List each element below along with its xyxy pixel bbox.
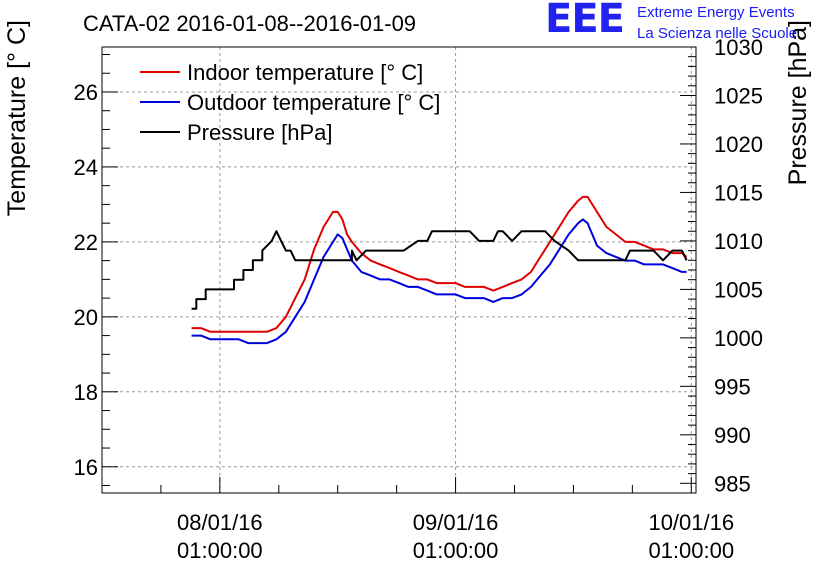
- x-tick-label-time: 01:00:00: [413, 538, 499, 563]
- y-tick-label: 24: [74, 155, 98, 180]
- logo-line-2: La Scienza nelle Scuole: [637, 25, 798, 42]
- y-tick-label: 20: [74, 305, 98, 330]
- x-tick-label-time: 01:00:00: [177, 538, 263, 563]
- x-tick-label-date: 10/01/16: [648, 510, 734, 535]
- y2-tick-label: 1010: [714, 229, 763, 254]
- x-tick-label-time: 01:00:00: [648, 538, 734, 563]
- x-tick-label-date: 09/01/16: [413, 510, 499, 535]
- series-line-1: [191, 218, 687, 345]
- y-tick-label: 16: [74, 455, 98, 480]
- legend: Indoor temperature [° C] Outdoor temperat…: [140, 60, 440, 145]
- legend-label: Outdoor temperature [° C]: [187, 90, 440, 115]
- logo-line-1: Extreme Energy Events: [637, 4, 795, 21]
- y-tick-label: 18: [74, 380, 98, 405]
- series-layer: [191, 195, 688, 345]
- y2-tick-label: 985: [714, 471, 751, 496]
- legend-label: Pressure [hPa]: [187, 120, 333, 145]
- eee-logo: EEE Extreme Energy Events La Scienza nel…: [545, 0, 835, 46]
- y-axis-label: Temperature [° C]: [3, 20, 31, 216]
- y2-tick-label: 1015: [714, 180, 763, 205]
- y2-tick-label: 995: [714, 374, 751, 399]
- left-axis: 16 18 20 22 24 26: [74, 53, 118, 487]
- bottom-axis: 08/01/16 01:00:00 09/01/16 01:00:00 10/01/16…: [101, 477, 734, 563]
- chart-title: CATA-02 2016-01-08--2016-01-09: [83, 11, 416, 36]
- logo-mark: EEE: [545, 0, 625, 42]
- y2-tick-label: 1000: [714, 326, 763, 351]
- y-tick-label: 22: [74, 230, 98, 255]
- series-line-0: [191, 195, 688, 333]
- legend-label: Indoor temperature [° C]: [187, 60, 423, 85]
- y2-tick-label: 1020: [714, 132, 763, 157]
- y2-axis-label: Pressure [hPa]: [784, 20, 812, 185]
- grid: [102, 47, 696, 493]
- x-tick-label-date: 08/01/16: [177, 510, 263, 535]
- right-axis: 985 990 995 1000 1005 1010 1015 1020 1025 1030: [680, 35, 763, 496]
- y2-tick-label: 1005: [714, 277, 763, 302]
- y-tick-label: 26: [74, 80, 98, 105]
- y2-tick-label: 1030: [714, 35, 763, 60]
- series-line-2: [191, 230, 688, 310]
- y2-tick-label: 990: [714, 423, 751, 448]
- y2-tick-label: 1025: [714, 83, 763, 108]
